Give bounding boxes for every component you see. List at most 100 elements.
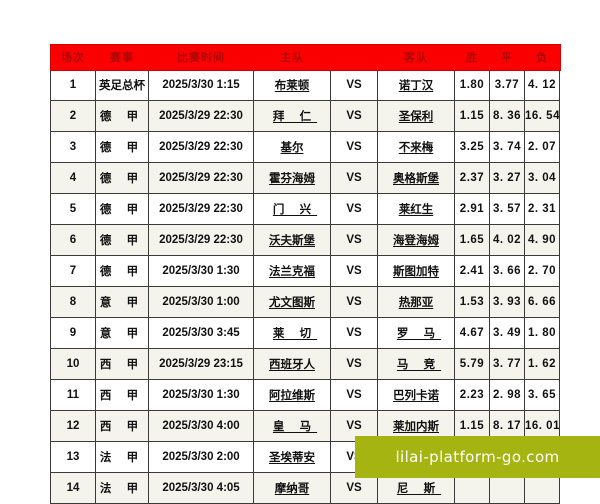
row-lose-odds[interactable]: 2. 07 xyxy=(524,131,560,163)
row-lose-odds[interactable]: 1. 80 xyxy=(524,317,560,349)
row-lose-odds[interactable]: 1. 62 xyxy=(524,348,560,380)
row-away-team[interactable]: 莱红生 xyxy=(377,193,455,225)
row-draw-odds[interactable]: 3. 66 xyxy=(489,255,525,287)
row-lose-odds[interactable]: 3. 04 xyxy=(524,162,560,194)
row-league: 意 甲 xyxy=(95,286,149,318)
row-win-odds[interactable]: 2.91 xyxy=(454,193,490,225)
row-draw-odds[interactable]: 4. 02 xyxy=(489,224,525,256)
row-win-odds[interactable]: 2.41 xyxy=(454,255,490,287)
row-home-team[interactable]: 阿拉维斯 xyxy=(253,379,331,411)
row-win-odds[interactable]: 5.79 xyxy=(454,348,490,380)
row-home-team-label: 西班牙人 xyxy=(269,359,315,371)
row-win-odds[interactable]: 1.15 xyxy=(454,100,490,132)
row-match-no: 5 xyxy=(50,193,96,225)
row-win-odds[interactable]: 4.67 xyxy=(454,317,490,349)
row-draw-odds[interactable]: 8. 36 xyxy=(489,100,525,132)
row-home-team[interactable]: 法兰克福 xyxy=(253,255,331,287)
row-away-team[interactable]: 斯图加特 xyxy=(377,255,455,287)
row-match-no: 6 xyxy=(50,224,96,256)
row-away-team-label: 莱加内斯 xyxy=(393,421,439,433)
row-vs-label: VS xyxy=(330,317,378,349)
row-win-odds[interactable]: 1.80 xyxy=(454,69,490,101)
row-match-time: 2025/3/29 22:30 xyxy=(148,224,254,256)
row-vs-label: VS xyxy=(330,348,378,380)
row-home-team[interactable]: 拜 仁 xyxy=(253,100,331,132)
row-match-no: 11 xyxy=(50,379,96,411)
row-vs-label: VS xyxy=(330,162,378,194)
row-away-team[interactable]: 马 竞 xyxy=(377,348,455,380)
row-match-time: 2025/3/29 22:30 xyxy=(148,162,254,194)
row-away-team[interactable]: 诺丁汉 xyxy=(377,69,455,101)
row-draw-odds[interactable]: 2. 98 xyxy=(489,379,525,411)
row-match-time: 2025/3/30 1:30 xyxy=(148,255,254,287)
row-lose-odds[interactable]: 2. 31 xyxy=(524,193,560,225)
row-away-team[interactable]: 巴列卡诺 xyxy=(377,379,455,411)
row-home-team[interactable]: 摩纳哥 xyxy=(253,472,331,504)
row-home-team-label: 沃夫斯堡 xyxy=(269,235,315,247)
row-away-team-label: 海登海姆 xyxy=(393,235,439,247)
table-row[interactable]: 10 西 甲 2025/3/29 23:15 西班牙人 VS 马 竞 5.79 3. 77 1.… xyxy=(50,348,560,380)
row-home-team[interactable]: 门 兴 xyxy=(253,193,331,225)
row-lose-odds[interactable]: 16. 54 xyxy=(524,100,560,132)
row-match-no: 13 xyxy=(50,441,96,473)
row-lose-odds[interactable]: 6. 66 xyxy=(524,286,560,318)
row-win-odds[interactable]: 1.65 xyxy=(454,224,490,256)
row-away-team[interactable]: 不来梅 xyxy=(377,131,455,163)
row-league: 德 甲 xyxy=(95,193,149,225)
table-header: 场次 赛事 比赛时间 主队 客队 胜 平 负 xyxy=(49,43,561,71)
row-win-odds[interactable]: 3.25 xyxy=(454,131,490,163)
row-home-team[interactable]: 圣埃蒂安 xyxy=(253,441,331,473)
row-home-team[interactable]: 沃夫斯堡 xyxy=(253,224,331,256)
row-lose-odds[interactable]: 4. 90 xyxy=(524,224,560,256)
row-win-odds[interactable]: 1.53 xyxy=(454,286,490,318)
row-home-team[interactable]: 基尔 xyxy=(253,131,331,163)
row-draw-odds[interactable]: 3. 93 xyxy=(489,286,525,318)
row-home-team[interactable]: 皇 马 xyxy=(253,410,331,442)
row-away-team[interactable]: 奥格斯堡 xyxy=(377,162,455,194)
row-vs-label: VS xyxy=(330,255,378,287)
row-lose-odds[interactable]: 2. 70 xyxy=(524,255,560,287)
row-away-team[interactable]: 圣保利 xyxy=(377,100,455,132)
column-header-lose-odds: 负 xyxy=(524,44,560,70)
table-row[interactable]: 11 西 甲 2025/3/30 1:30 阿拉维斯 VS 巴列卡诺 2.23 2. 98 3.… xyxy=(50,379,560,411)
row-home-team-label: 摩纳哥 xyxy=(274,483,310,495)
row-away-team[interactable]: 热那亚 xyxy=(377,286,455,318)
row-lose-odds[interactable]: 4. 12 xyxy=(524,69,560,101)
row-match-time: 2025/3/30 3:45 xyxy=(148,317,254,349)
row-draw-odds[interactable]: 3. 27 xyxy=(489,162,525,194)
row-match-no: 2 xyxy=(50,100,96,132)
row-away-team[interactable]: 罗 马 xyxy=(377,317,455,349)
row-win-odds[interactable]: 2.23 xyxy=(454,379,490,411)
column-header-win-odds: 胜 xyxy=(454,44,490,70)
row-draw-odds[interactable]: 3. 49 xyxy=(489,317,525,349)
row-match-time: 2025/3/30 2:00 xyxy=(148,441,254,473)
row-away-team-label: 巴列卡诺 xyxy=(393,390,439,402)
row-home-team[interactable]: 西班牙人 xyxy=(253,348,331,380)
row-match-no: 4 xyxy=(50,162,96,194)
row-away-team-label: 诺丁汉 xyxy=(398,80,434,92)
row-home-team[interactable]: 尤文图斯 xyxy=(253,286,331,318)
row-win-odds[interactable]: 2.37 xyxy=(454,162,490,194)
row-home-team-label: 尤文图斯 xyxy=(269,297,315,309)
row-draw-odds[interactable]: 3. 77 xyxy=(489,348,525,380)
row-away-team[interactable]: 海登海姆 xyxy=(377,224,455,256)
row-home-team-label: 门 兴 xyxy=(272,204,318,216)
row-lose-odds[interactable]: 3. 65 xyxy=(524,379,560,411)
row-draw-odds[interactable]: 3. 57 xyxy=(489,193,525,225)
row-draw-odds[interactable]: 3. 74 xyxy=(489,131,525,163)
row-draw-odds[interactable]: 3.77 xyxy=(489,69,525,101)
row-match-time: 2025/3/29 23:15 xyxy=(148,348,254,380)
row-home-team[interactable]: 布莱顿 xyxy=(253,69,331,101)
row-home-team[interactable]: 霍芬海姆 xyxy=(253,162,331,194)
table-row[interactable]: 1 英足总杯 2025/3/30 1:15 布莱顿 VS 诺丁汉 1.80 3.77 4. 12 xyxy=(50,69,560,101)
match-odds-table: 场次 赛事 比赛时间 主队 客队 胜 平 负 1 英足总杯 2025/3/30 1:… xyxy=(49,43,561,504)
row-home-team[interactable]: 莱 切 xyxy=(253,317,331,349)
